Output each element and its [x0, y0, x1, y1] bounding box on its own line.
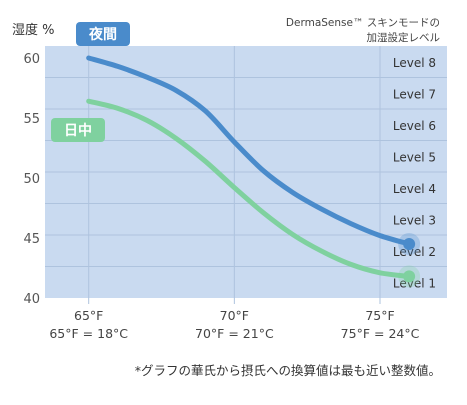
level-label: Level 7 [393, 87, 436, 101]
series-line-0 [86, 55, 412, 247]
level-label: Level 1 [393, 276, 436, 290]
x-tick-label: 75°F [365, 308, 394, 323]
x-tick-label: 70°F [220, 308, 249, 323]
series-endpoint-dot [403, 270, 416, 283]
footnote: *グラフの華氏から摂氏への換算値は最も近い整数値。 [135, 363, 441, 378]
chart-title-line-1: DermaSense™ スキンモードの [286, 17, 440, 29]
series-badge-bg [76, 22, 130, 46]
y-tick-label: 40 [23, 292, 40, 307]
x-tick-sublabel: 70°F = 21°C [195, 326, 274, 341]
x-tick-label: 65°F [74, 308, 103, 323]
series-endpoint-dot [403, 238, 416, 250]
y-tick-label: 45 [23, 232, 40, 247]
series-badge-bg [51, 118, 105, 142]
level-label: Level 6 [393, 119, 436, 133]
chart-title-line-2: 加湿設定レベル [367, 31, 441, 44]
y-tick-label: 60 [23, 52, 40, 67]
y-tick-label: 55 [23, 112, 40, 127]
level-label: Level 2 [393, 245, 436, 259]
y-axis-label: 湿度 % [12, 22, 55, 38]
level-label: Level 4 [393, 182, 436, 196]
level-label: Level 3 [393, 213, 436, 227]
series-badge-label: 夜間 [88, 26, 117, 43]
x-tick-sublabel: 75°F = 24°C [341, 326, 420, 341]
series-badge-label: 日中 [64, 122, 92, 139]
x-tick-sublabel: 65°F = 18°C [49, 326, 128, 341]
level-label: Level 5 [393, 150, 436, 164]
series-line-1 [86, 98, 412, 279]
y-tick-label: 50 [23, 172, 40, 187]
level-label: Level 8 [393, 56, 436, 70]
